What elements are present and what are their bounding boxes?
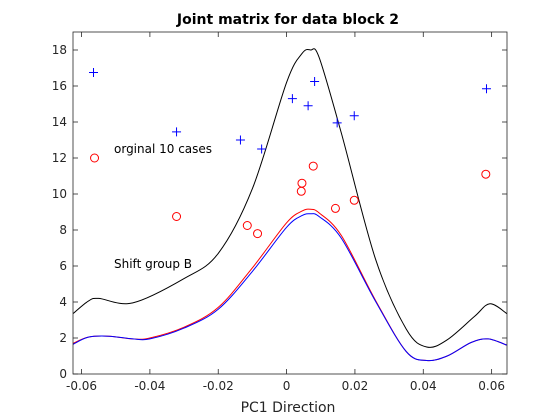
plus-marker (287, 94, 297, 104)
circle-marker (253, 229, 263, 239)
plus-marker (235, 135, 245, 145)
y-tick-label: 4 (59, 295, 67, 309)
x-tick-label: -0.02 (203, 379, 234, 393)
plus-marker (172, 127, 182, 137)
plot-area: -0.06 -0.04 -0.02 0 0.02 0.04 0.06 0 2 4 6 8 10 12 14 1… (52, 31, 508, 393)
circle-marker (481, 169, 491, 179)
plus-marker (257, 144, 267, 154)
circle-marker (308, 161, 318, 171)
blue-density-curve (73, 213, 507, 362)
circle-marker (349, 195, 359, 205)
plus-marker (481, 84, 491, 94)
plus-marker (89, 68, 99, 77)
plus-marker (332, 118, 342, 128)
circle-marker (242, 221, 252, 230)
plus-marker (310, 77, 320, 86)
y-tick-label: 2 (59, 331, 67, 345)
y-tick-label: 18 (52, 43, 67, 57)
x-tick-label: -0.06 (66, 379, 97, 393)
circle-marker (330, 203, 340, 213)
x-tick-label: 0 (283, 379, 291, 393)
y-tick-label: 8 (59, 223, 67, 237)
black-density-curve (73, 48, 507, 348)
x-tick-label: 0.06 (478, 379, 505, 393)
circle-marker (172, 212, 182, 221)
x-tick-label: 0.04 (410, 379, 437, 393)
y-tick-label: 12 (52, 151, 67, 165)
circle-marker (297, 178, 307, 188)
circle-marker (90, 153, 100, 163)
annotation-text: orginal 10 cases (114, 142, 212, 156)
x-tick-label: -0.04 (134, 379, 165, 393)
annotation-text: Shift group B (114, 257, 192, 271)
axes-frame (72, 31, 508, 375)
y-tick-label: 0 (59, 367, 67, 381)
chart-title: Joint matrix for data block 2 (176, 12, 399, 28)
y-tick-label: 14 (52, 115, 67, 129)
x-tick-label: 0.02 (342, 379, 369, 393)
x-axis-label: PC1 Direction (241, 400, 336, 416)
y-tick-label: 6 (59, 259, 67, 273)
plus-marker (349, 111, 359, 121)
y-tick-label: 16 (52, 79, 67, 93)
plus-marker (303, 101, 313, 111)
y-tick-label: 10 (52, 187, 67, 201)
